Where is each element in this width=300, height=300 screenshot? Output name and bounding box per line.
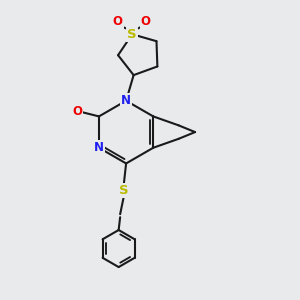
Text: S: S (119, 184, 128, 197)
Text: O: O (73, 104, 82, 118)
Text: O: O (113, 15, 123, 28)
Text: N: N (121, 94, 131, 107)
Text: O: O (141, 15, 151, 28)
Text: N: N (94, 141, 104, 154)
Text: S: S (128, 28, 137, 41)
